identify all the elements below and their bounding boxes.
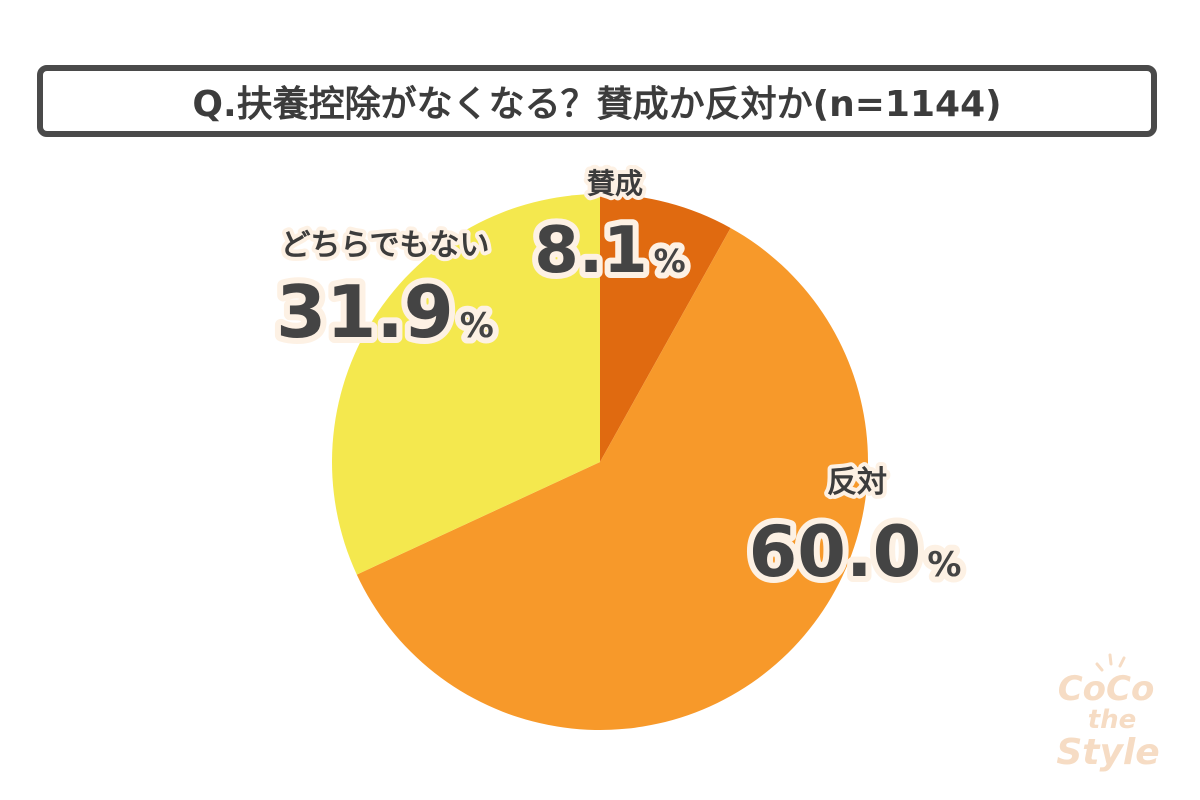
watermark-line2: the bbox=[1088, 705, 1137, 735]
pie-slice-1 bbox=[600, 194, 731, 462]
chart-title: Q.扶養控除がなくなる？賛成か反対か(n=1144) bbox=[192, 84, 1002, 125]
slice-value-label: 31.9% bbox=[276, 270, 494, 354]
watermark-line1: CoCo bbox=[1058, 669, 1155, 709]
watermark-logo: CoCo the Style bbox=[1056, 653, 1160, 773]
slice-value-label: 8.1% bbox=[534, 214, 685, 288]
chart-title-box: Q.扶養控除がなくなる？賛成か反対か(n=1144) bbox=[37, 65, 1157, 137]
pie-labels: 賛成 8.1 % 反対 60.0 % どちらでもない 31.9% bbox=[270, 163, 967, 599]
slice-category-label: 反対 bbox=[827, 465, 887, 500]
pie-slice-3 bbox=[332, 194, 600, 575]
slice-category-label: どちらでもない bbox=[280, 228, 489, 263]
slice-category-label: 賛成 bbox=[587, 167, 643, 200]
watermark-rays bbox=[1095, 653, 1126, 672]
pie-slice-2 bbox=[356, 227, 868, 730]
watermark-line3: Style bbox=[1056, 732, 1159, 773]
pie-slices bbox=[332, 194, 868, 730]
slice-value-label: 60.0% bbox=[749, 511, 962, 593]
